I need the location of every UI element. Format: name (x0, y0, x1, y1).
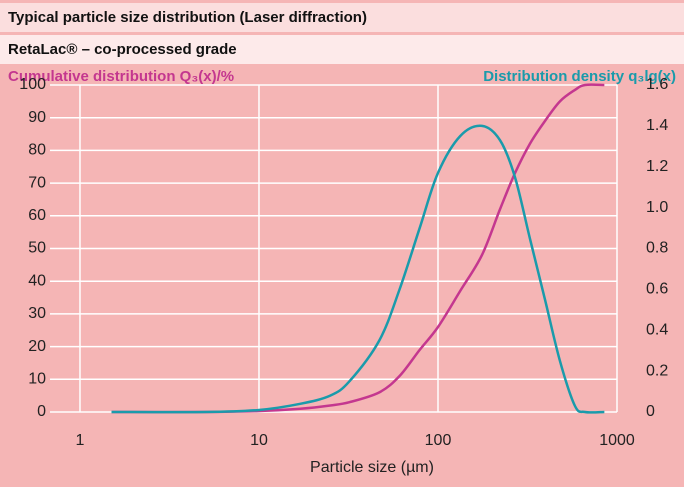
y-tick-label: 20 (28, 338, 46, 355)
y2-tick-label: 1.0 (646, 199, 668, 216)
y2-tick-label: 1.2 (646, 158, 668, 175)
x-tick-label: 100 (425, 432, 452, 449)
y-tick-label: 60 (28, 207, 46, 224)
y-tick-label: 100 (19, 76, 46, 93)
series-line (111, 83, 605, 414)
y-tick-label: 50 (28, 240, 46, 257)
y-tick-label: 90 (28, 109, 46, 126)
y-tick-label: 70 (28, 174, 46, 191)
y2-axis-title: Distribution density q₃lg(x) (483, 68, 676, 85)
y-tick-label: 30 (28, 305, 46, 322)
y-tick-label: 0 (37, 403, 46, 420)
y2-tick-label: 0.8 (646, 240, 668, 257)
y2-tick-label: 0 (646, 403, 655, 420)
y2-tick-label: 0.2 (646, 362, 668, 379)
series-line (111, 124, 605, 414)
y-tick-label: 10 (28, 371, 46, 388)
y-tick-label: 40 (28, 272, 46, 289)
y2-tick-label: 0.6 (646, 281, 668, 298)
title-band: Typical particle size distribution (Lase… (0, 3, 684, 32)
x-axis-title: Particle size (µm) (310, 459, 434, 476)
y2-tick-label: 1.6 (646, 76, 668, 93)
x-tick-label: 1000 (599, 432, 635, 449)
y2-tick-label: 0.4 (646, 321, 668, 338)
y2-tick-label: 1.4 (646, 117, 668, 134)
y-axis-title: Cumulative distribution Q₃(x)/% (8, 68, 234, 85)
subtitle-band: RetaLac® – co-processed grade (0, 35, 684, 64)
chart-title: Typical particle size distribution (Lase… (8, 9, 367, 26)
x-tick-label: 1 (76, 432, 85, 449)
x-tick-label: 10 (250, 432, 268, 449)
y-tick-label: 80 (28, 142, 46, 159)
chart-subtitle: RetaLac® – co-processed grade (8, 41, 237, 58)
